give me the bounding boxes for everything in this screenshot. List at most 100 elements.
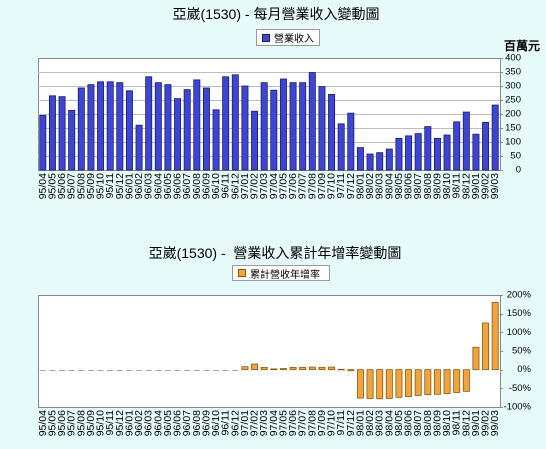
x-tick-label: 96/05 [162,410,174,436]
growth-rate-bar [414,369,422,396]
chart-title: 亞崴(1530) - 每月營業收入變動圖 [172,6,380,22]
revenue-bar [77,87,85,171]
x-tick-label: 98/01 [354,410,366,436]
revenue-bar [424,126,432,171]
revenue-bar [491,104,499,171]
revenue-bar [68,109,76,171]
x-tick-label: 96/08 [191,173,203,199]
revenue-bar [366,153,374,171]
x-tick-label: 96/11 [220,173,232,199]
revenue-bar [395,137,403,171]
chart-title: 亞崴(1530) - 營業收入累計年增率變動圖 [148,245,402,261]
x-tick-label: 96/04 [152,410,164,436]
revenue-bar [97,81,105,171]
x-tick-label: 96/12 [229,410,241,436]
y-tick-label: 150% [507,308,532,319]
x-tick-label: 96/05 [162,173,174,199]
x-tick-label: 95/12 [114,173,126,199]
y-tick-label: 250 [505,95,521,106]
x-tick-label: 97/08 [306,410,318,436]
growth-rate-bar [472,346,480,371]
x-tick-label: 97/03 [258,173,270,199]
revenue-bar [482,122,490,171]
revenue-bar [328,94,336,171]
x-tick-label: 96/07 [181,410,193,436]
x-tick-label: 97/03 [258,410,270,436]
x-tick-label: 97/01 [239,173,251,199]
y-tick-label: -100% [504,402,532,413]
x-tick-label: 95/11 [104,410,116,436]
chart-legend: 營業收入 [256,29,320,46]
x-tick-label: 98/02 [364,173,376,199]
y-tick-label: 400 [505,53,521,64]
x-tick-label: 96/09 [200,173,212,199]
x-tick-label: 96/06 [172,173,184,199]
y-tick-label: 350 [505,67,521,78]
revenue-bar [202,87,210,171]
x-tick-label: 98/05 [393,410,405,436]
growth-rate-bar [424,369,432,396]
x-tick-label: 95/08 [75,410,87,436]
y-tick-label: 100% [507,327,532,338]
revenue-bar [48,95,56,171]
x-tick-label: 98/05 [393,173,405,199]
x-tick-label: 98/07 [412,173,424,199]
x-tick-label: 98/03 [374,173,386,199]
x-tick-label: 98/06 [403,410,415,436]
x-tick-label: 98/10 [441,410,453,436]
x-tick-label: 97/01 [239,410,251,436]
x-tick-label: 98/06 [403,173,415,199]
x-tick-label: 96/08 [191,410,203,436]
growth-rate-bar [443,369,451,394]
y-tick-label: 0 [516,165,521,176]
x-tick-label: 95/04 [37,173,49,199]
x-tick-label: 96/07 [181,173,193,199]
x-tick-label: 95/07 [66,173,78,199]
revenue-bar [135,124,143,171]
x-tick-label: 95/05 [46,173,58,199]
x-tick-label: 97/07 [297,410,309,436]
x-tick-label: 98/02 [364,410,376,436]
growth-rate-bar [433,369,441,395]
x-tick-label: 97/10 [326,173,338,199]
growth-rate-bar [462,369,470,392]
revenue-bar [222,76,230,171]
x-tick-label: 96/10 [210,173,222,199]
x-tick-label: 98/10 [441,173,453,199]
revenue-bar [212,109,220,171]
x-tick-label: 95/10 [95,173,107,199]
growth-rate-bar [260,367,268,371]
monthly-revenue-bar-chart: 05010015020025030035040095/0495/0595/069… [37,53,521,200]
x-tick-label: 96/06 [172,410,184,436]
x-tick-label: 97/09 [316,173,328,199]
y-tick-label: -50% [509,383,532,394]
x-tick-label: 99/01 [470,410,482,436]
revenue-bar [414,133,422,171]
growth-rate-bar [251,363,259,371]
x-tick-label: 98/08 [422,410,434,436]
revenue-bar [154,82,162,171]
x-tick-label: 97/02 [249,410,261,436]
y-axis-unit-label: 百萬元 [504,39,541,53]
revenue-legend-swatch [262,33,270,42]
x-tick-label: 96/09 [200,410,212,436]
revenue-bar [337,123,345,171]
x-tick-label: 96/03 [143,410,155,436]
x-tick-label: 96/01 [123,173,135,199]
revenue-bar [289,82,297,171]
revenue-bar [58,96,66,171]
x-tick-label: 97/04 [268,410,280,436]
x-tick-label: 97/04 [268,173,280,199]
growth-rate-bar [482,322,490,371]
growth-rate-bar [299,367,307,371]
x-tick-label: 95/10 [95,410,107,436]
x-tick-label: 97/05 [277,410,289,436]
x-tick-label: 95/09 [85,410,97,436]
x-tick-label: 98/08 [422,173,434,199]
y-tick-label: 150 [505,123,521,134]
x-tick-label: 99/03 [489,173,501,199]
growth-rate-bar [376,369,384,400]
revenue-bar [356,147,364,171]
y-tick-label: 100 [505,137,521,148]
